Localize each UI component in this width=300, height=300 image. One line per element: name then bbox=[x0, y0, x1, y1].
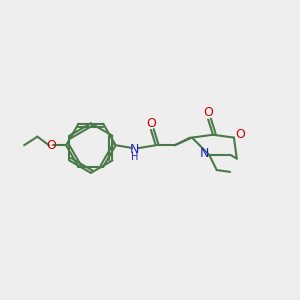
Text: N: N bbox=[200, 147, 209, 160]
Text: O: O bbox=[236, 128, 245, 141]
Text: O: O bbox=[203, 106, 213, 119]
Text: N: N bbox=[130, 142, 140, 155]
Text: O: O bbox=[146, 117, 156, 130]
Text: O: O bbox=[46, 139, 56, 152]
Text: H: H bbox=[131, 152, 138, 162]
